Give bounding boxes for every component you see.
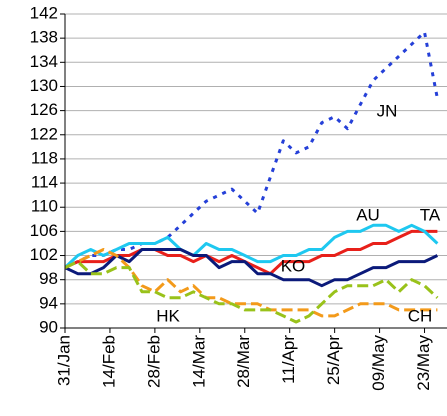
series-line	[65, 248, 439, 288]
x-tick-label: 14/Feb	[99, 335, 118, 388]
series-line	[65, 260, 439, 324]
y-tick-label: 90	[39, 317, 58, 336]
series-line	[65, 30, 439, 269]
y-tick-label: 130	[30, 76, 58, 95]
series-line	[65, 229, 438, 276]
y-tick-label: 114	[31, 173, 58, 192]
y-tick-label: 102	[30, 245, 58, 264]
x-tick-label: 23/May	[414, 335, 433, 391]
series-line	[65, 248, 438, 318]
x-tick-label: 28/Mar	[234, 335, 253, 388]
y-tick-label: 106	[30, 221, 58, 240]
y-tick-label: 98	[39, 269, 58, 288]
x-tick-label: 25/Apr	[324, 335, 343, 385]
plot-area	[65, 30, 439, 324]
series-label: TA	[420, 205, 441, 224]
x-tick-label: 09/May	[369, 335, 388, 391]
series-line	[65, 223, 439, 269]
series-label: KO	[281, 256, 306, 275]
y-tick-label: 110	[31, 197, 58, 216]
y-tick-label: 118	[31, 148, 58, 167]
axes: 90 94 98 102 106 110 114 118 122 126 130 134 138 142 3…	[30, 3, 447, 391]
x-tick-label: 31/Jan	[54, 335, 73, 386]
series-label: CH	[408, 306, 433, 325]
x-tick-label: 14/Mar	[189, 335, 208, 388]
series-label: JN	[377, 101, 398, 120]
x-tick-label: 11/Apr	[279, 335, 298, 384]
y-tick-label: 134	[30, 52, 58, 71]
y-tick-label: 138	[30, 28, 58, 47]
series-label: AU	[356, 205, 380, 224]
y-tick-label: 126	[30, 100, 58, 119]
series-label: HK	[156, 306, 180, 325]
y-tick-label: 142	[30, 3, 58, 22]
y-tick-label: 122	[30, 124, 58, 143]
x-tick-label: 28/Feb	[144, 335, 163, 388]
grid	[65, 13, 447, 329]
y-tick-label: 94	[39, 293, 58, 312]
